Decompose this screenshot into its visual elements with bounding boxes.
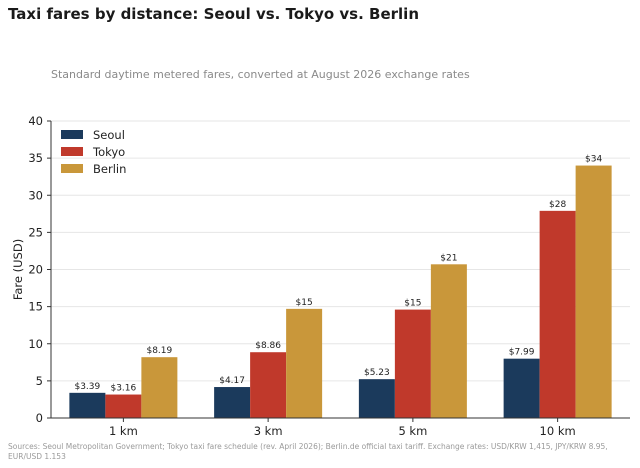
bar-tokyo-5km [394,309,431,418]
x-tick-label: 5 km [398,424,427,438]
legend-swatch-berlin [61,164,83,173]
legend-swatch-tokyo [61,147,83,156]
bar-tokyo-3km [250,352,287,418]
data-label: $34 [585,155,602,165]
y-tick-label: 15 [28,300,43,314]
x-tick-label: 3 km [254,424,283,438]
bar-berlin-5km [430,264,467,418]
chart-subtitle: Standard daytime metered fares, converte… [51,68,470,81]
legend: Seoul Tokyo Berlin [61,128,126,176]
legend-label-berlin: Berlin [93,162,126,176]
chart-title: Taxi fares by distance: Seoul vs. Tokyo … [8,5,419,23]
legend-label-seoul: Seoul [93,128,125,142]
y-axis-label: Fare (USD) [11,239,25,300]
y-tick-label: 5 [36,374,43,388]
source-note: Sources: Seoul Metropolitan Government; … [8,442,608,461]
data-label: $15 [404,299,421,309]
data-label: $7.99 [509,348,535,358]
bars [69,165,612,418]
x-tick-label: 10 km [540,424,576,438]
axes: 0 5 10 15 20 25 30 35 40 Fare (USD) 1 km 3 km 5 km 10… [11,114,630,438]
y-tick-label: 35 [28,151,43,165]
y-tick-label: 10 [28,337,43,351]
data-label: $8.86 [255,341,281,351]
bar-seoul-3km [214,387,251,418]
data-label: $5.23 [364,368,390,378]
data-label: $21 [440,253,457,263]
bar-seoul-5km [358,379,395,418]
x-tick-label: 1 km [109,424,138,438]
bar-seoul-1km [69,392,106,418]
y-tick-label: 20 [28,263,43,277]
bar-berlin-3km [286,308,323,418]
legend-swatch-seoul [61,130,83,139]
y-tick-label: 0 [36,411,43,425]
y-tick-label: 25 [28,225,43,239]
legend-label-tokyo: Tokyo [92,145,125,159]
bar-tokyo-10km [539,210,576,418]
data-label: $4.17 [219,376,245,386]
data-label: $8.19 [146,346,172,356]
data-label: $3.39 [74,382,100,392]
bar-seoul-10km [503,358,540,418]
data-label: $3.16 [110,384,136,394]
y-tick-label: 30 [28,188,43,202]
bar-berlin-10km [575,165,612,418]
y-tick-label: 40 [28,114,43,128]
data-label: $28 [549,200,566,210]
data-label: $15 [296,298,313,308]
data-labels: $3.39 $3.16 $8.19 $4.17 $8.86 $15 $5.23 $15 $21 $… [74,155,602,394]
bar-berlin-1km [141,357,178,418]
bar-tokyo-1km [105,394,142,418]
